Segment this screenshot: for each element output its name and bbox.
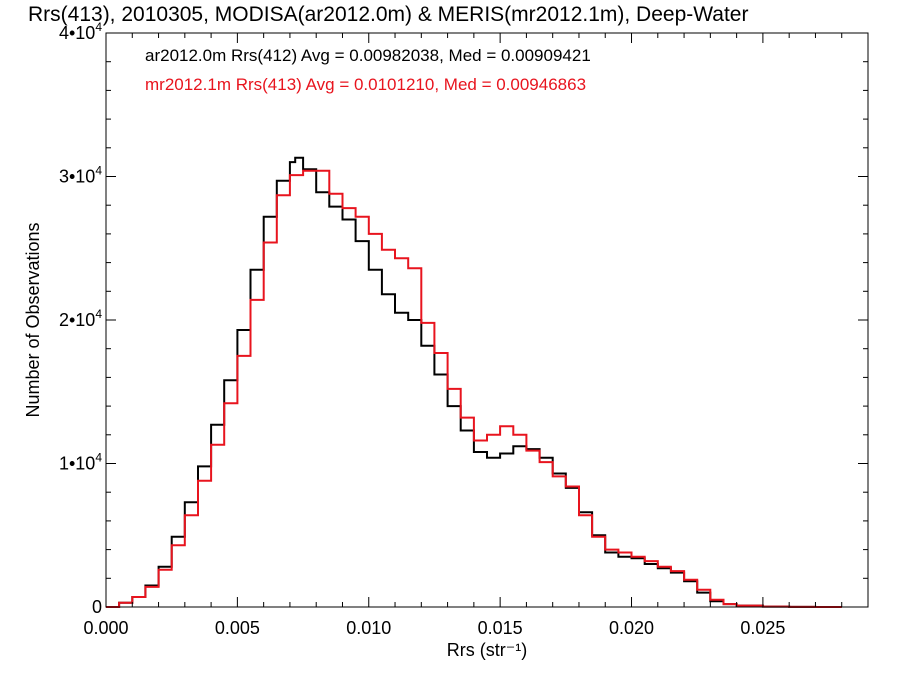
axes: 0.000 0.005 0.010 0.015 0.020 0.025 0 1•104 2•10… <box>59 20 869 638</box>
y-tick-label: 4•104 <box>59 20 102 43</box>
x-axis-label: Rrs (str⁻¹) <box>447 640 527 660</box>
y-tick-label: 1•104 <box>59 451 102 474</box>
y-tick-label: 0 <box>92 597 102 617</box>
legend-entry-1: ar2012.0m Rrs(412) Avg = 0.00982038, Med… <box>145 46 591 65</box>
series-line-2 <box>106 169 842 608</box>
chart-title: Rrs(413), 2010305, MODISA(ar2012.0m) & M… <box>28 3 748 26</box>
y-tick-label: 2•104 <box>59 307 102 330</box>
x-tick-label: 0.005 <box>215 618 260 638</box>
x-tick-label: 0.015 <box>478 618 523 638</box>
series-line-1 <box>106 156 842 608</box>
x-tick-label: 0.025 <box>740 618 785 638</box>
legend: ar2012.0m Rrs(412) Avg = 0.00982038, Med… <box>145 46 591 94</box>
plot-area <box>106 156 842 608</box>
x-tick-label: 0.010 <box>346 618 391 638</box>
y-tick-label: 3•104 <box>59 164 102 187</box>
plot-frame <box>105 32 869 608</box>
legend-entry-2: mr2012.1m Rrs(413) Avg = 0.0101210, Med … <box>145 75 586 94</box>
x-tick-label: 0.020 <box>609 618 654 638</box>
y-axis-label: Number of Observations <box>23 222 43 417</box>
x-tick-label: 0.000 <box>83 618 128 638</box>
